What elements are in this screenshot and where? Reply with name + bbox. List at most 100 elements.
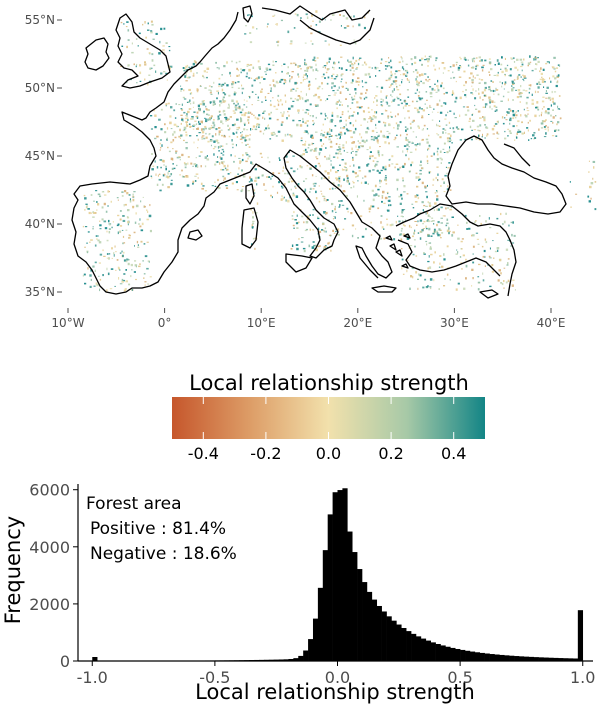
colorbar-tick-label: -0.4 xyxy=(188,444,219,463)
colorbar-tick-label: 0.4 xyxy=(441,444,466,463)
x-tick-label: 0.5 xyxy=(447,668,472,687)
latitude-labels: 55°N 50°N 45°N 40°N 35°N xyxy=(25,13,62,299)
histogram-bar xyxy=(308,639,314,661)
coastline-mallorca xyxy=(187,229,203,241)
histogram-bar xyxy=(352,552,358,661)
histogram-panel: 0 2000 4000 6000 -1.0 -0.5 0.0 0.5 1.0 Local re… xyxy=(1,481,595,704)
histogram-bar xyxy=(273,659,279,661)
histogram-bar xyxy=(509,655,515,661)
coastline-mainland-west xyxy=(71,11,393,295)
histogram-bar xyxy=(415,636,422,661)
histogram-bar xyxy=(465,650,471,661)
y-axis-title: Frequency xyxy=(1,516,25,625)
colorbar-tick-label: 0.0 xyxy=(316,444,341,463)
coastline-sweden xyxy=(261,5,371,21)
histogram-bar xyxy=(558,658,564,661)
forest-pixel-layer xyxy=(82,10,597,292)
y-tick-label: 0 xyxy=(60,652,70,671)
histogram-bar xyxy=(312,618,319,661)
histogram-bar xyxy=(572,658,579,661)
histogram-bar xyxy=(489,654,495,661)
histogram-bar xyxy=(322,550,328,661)
histogram-bar xyxy=(347,531,353,661)
histogram-bar xyxy=(283,659,289,661)
histogram-bar xyxy=(455,648,461,661)
histogram-bar xyxy=(317,587,324,661)
histogram-bar xyxy=(440,645,446,661)
y-tick-label: 6000 xyxy=(29,481,70,500)
histogram-bar xyxy=(494,654,500,661)
y-axis-ticks: 0 2000 4000 6000 xyxy=(29,481,78,671)
colorbar-tick-label: 0.2 xyxy=(378,444,403,463)
histogram-bar xyxy=(548,657,554,661)
colorbar-tick-label: -0.2 xyxy=(250,444,281,463)
histogram-bar xyxy=(332,492,338,661)
histogram-bar xyxy=(366,591,373,661)
coastline-turkey xyxy=(395,203,517,297)
longitude-label: 0° xyxy=(158,316,172,330)
histogram-bar xyxy=(553,657,559,661)
longitude-label: 10°W xyxy=(51,316,84,330)
y-tick-label: 4000 xyxy=(29,538,70,557)
histogram-bar xyxy=(504,655,510,661)
coastline-cyprus xyxy=(479,289,499,299)
coastline-crete xyxy=(371,285,397,293)
histogram-bar xyxy=(327,514,333,661)
histogram-bar xyxy=(518,656,525,661)
latitude-label: 45°N xyxy=(25,149,55,163)
histogram-bar xyxy=(337,490,343,661)
histogram-bar xyxy=(460,649,466,661)
coastline-great-britain xyxy=(115,13,171,89)
coastline-ireland xyxy=(84,37,110,71)
histogram-bar xyxy=(568,658,574,661)
histogram-bar xyxy=(435,643,441,661)
x-tick-label: -1.0 xyxy=(77,668,108,687)
histogram-bar xyxy=(543,657,549,661)
histogram-bars xyxy=(92,488,584,661)
histogram-bar xyxy=(474,652,481,661)
histogram-bar xyxy=(401,628,407,661)
annotation-negative: Negative : 18.6% xyxy=(90,544,237,564)
histogram-bar xyxy=(391,620,397,661)
coastline-black-sea xyxy=(445,135,567,215)
histogram-bar xyxy=(528,656,534,661)
y-tick-label: 2000 xyxy=(29,595,70,614)
histogram-bar xyxy=(523,656,530,661)
histogram-bar xyxy=(420,638,427,661)
histogram-bar xyxy=(538,657,544,661)
histogram-bar xyxy=(381,611,387,661)
longitude-label: 10°E xyxy=(247,316,276,330)
latitude-label: 40°N xyxy=(25,217,55,231)
histogram-bar xyxy=(371,599,378,661)
histogram-bar xyxy=(263,659,270,661)
histogram-bar xyxy=(406,631,412,661)
latitude-label: 35°N xyxy=(25,285,55,299)
longitude-label: 30°E xyxy=(440,316,469,330)
histogram-bar xyxy=(278,659,284,661)
histogram-bar xyxy=(577,610,584,661)
histogram-bar xyxy=(430,642,436,661)
histogram-bar xyxy=(450,647,456,661)
histogram-bar xyxy=(411,633,417,661)
histogram-bar xyxy=(303,650,309,661)
histogram-bar xyxy=(396,624,402,661)
histogram-bar xyxy=(342,488,348,661)
legend: Local relationship strength -0.4 -0.2 0.0 0… xyxy=(172,371,485,463)
histogram-bar xyxy=(514,656,520,661)
histogram-bar xyxy=(386,616,392,661)
histogram-bar xyxy=(298,655,304,661)
histogram-bar xyxy=(293,658,299,661)
histogram-bar xyxy=(445,646,451,661)
x-tick-label: -0.5 xyxy=(199,668,230,687)
histogram-bar xyxy=(362,582,368,661)
histogram-bar xyxy=(357,569,363,661)
histogram-bar xyxy=(563,658,569,661)
longitude-label: 20°E xyxy=(343,316,372,330)
latitude-label: 55°N xyxy=(25,13,55,27)
coastline-corsica xyxy=(245,183,255,205)
coastline-aegean-islands xyxy=(385,233,411,269)
histogram-bar xyxy=(288,658,294,661)
histogram-bar xyxy=(376,605,382,661)
histogram-bar xyxy=(425,640,431,661)
